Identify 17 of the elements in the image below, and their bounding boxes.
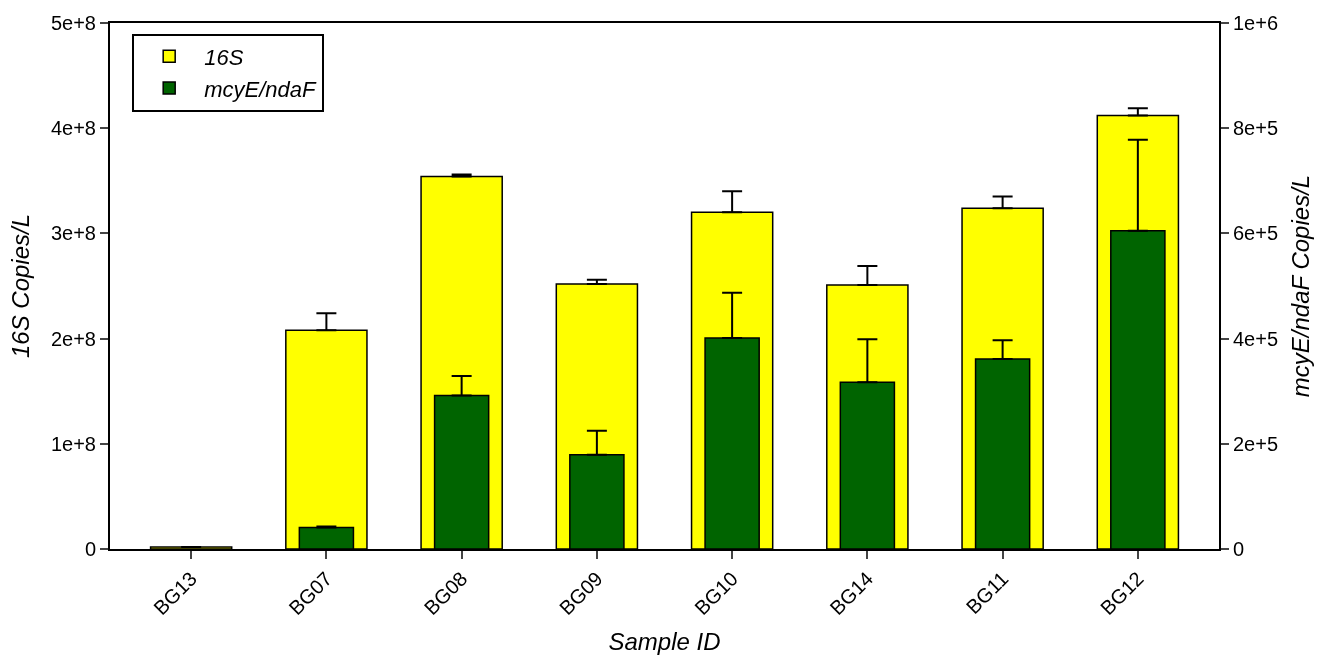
y-tick-label: 2e+8 — [50, 327, 96, 350]
legend-label: 16S — [204, 44, 244, 70]
y-tick-label: 1e+8 — [50, 432, 96, 455]
y-tick-label: 4e+8 — [50, 117, 96, 140]
y2-tick-label: 1e+6 — [1233, 12, 1279, 34]
y-tick-label: 0 — [84, 538, 96, 560]
y2-tick-label: 8e+5 — [1233, 117, 1279, 140]
x-axis-title: Sample ID — [608, 627, 721, 655]
y2-tick-label: 0 — [1233, 538, 1245, 560]
y2-axis-title: mcyE/ndaF Copies/L — [1286, 174, 1314, 398]
y-tick-label: 3e+8 — [50, 222, 96, 245]
y2-tick-label: 6e+5 — [1233, 222, 1279, 245]
y-tick-label: 5e+8 — [50, 12, 96, 34]
y2-tick-label: 4e+5 — [1233, 327, 1279, 350]
legend-label: mcyE/ndaF — [204, 76, 317, 102]
y-axis-title: 16S Copies/L — [6, 213, 34, 359]
y2-tick-label: 2e+5 — [1233, 432, 1279, 455]
